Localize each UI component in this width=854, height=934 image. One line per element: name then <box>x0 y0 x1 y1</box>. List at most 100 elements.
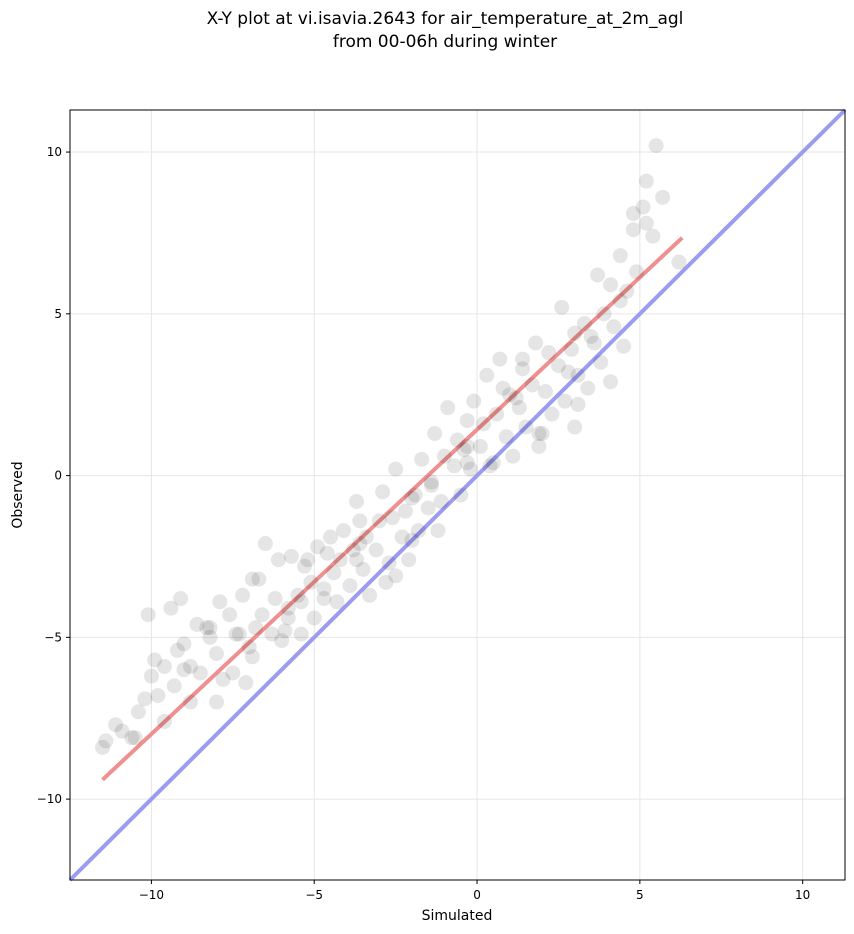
y-tick-label: 0 <box>54 469 62 483</box>
scatter-point <box>560 364 576 380</box>
scatter-point <box>362 587 378 603</box>
scatter-point <box>557 393 573 409</box>
scatter-point <box>459 413 475 429</box>
line-layer <box>68 108 847 882</box>
scatter-point <box>209 646 225 662</box>
scatter-point <box>414 451 430 467</box>
scatter-point <box>518 419 534 435</box>
grid-layer <box>70 110 845 880</box>
scatter-point <box>326 565 342 581</box>
x-axis-label: Simulated <box>422 908 493 924</box>
scatter-point <box>531 426 547 442</box>
scatter-point <box>397 503 413 519</box>
scatter-point <box>293 626 309 642</box>
scatter-point <box>108 717 124 733</box>
scatter-point <box>528 335 544 351</box>
scatter-point <box>244 649 260 665</box>
scatter-point <box>495 380 511 396</box>
scatter-point <box>176 636 192 652</box>
x-tick-label: −10 <box>139 888 164 902</box>
scatter-point <box>648 138 664 154</box>
scatter-point <box>498 429 514 445</box>
scatter-point <box>352 513 368 529</box>
scatter-point <box>580 380 596 396</box>
scatter-point <box>124 730 140 746</box>
scatter-point <box>228 626 244 642</box>
plot-frame <box>69 109 846 881</box>
scatter-point <box>534 426 550 442</box>
scatter-point <box>309 539 325 555</box>
scatter-point <box>563 341 579 357</box>
scatter-point <box>388 568 404 584</box>
scatter-point <box>254 607 270 623</box>
scatter-point <box>143 668 159 684</box>
scatter-point <box>182 694 198 710</box>
scatter-point <box>130 704 146 720</box>
scatter-point <box>173 591 189 607</box>
scatter-point <box>404 490 420 506</box>
scatter-point <box>296 558 312 574</box>
scatter-point <box>433 493 449 509</box>
scatter-point <box>482 458 498 474</box>
scatter-point <box>603 277 619 293</box>
scatter-point <box>293 594 309 610</box>
scatter-point <box>407 487 423 503</box>
scatter-point <box>222 607 238 623</box>
scatter-point <box>427 426 443 442</box>
scatter-point <box>316 591 332 607</box>
scatter-point <box>248 620 264 636</box>
scatter-point <box>336 523 352 539</box>
scatter-point <box>508 390 524 406</box>
scatter-point <box>436 448 452 464</box>
scatter-point <box>209 694 225 710</box>
scatter-point <box>570 367 586 383</box>
scatter-point <box>606 319 622 335</box>
scatter-point <box>453 487 469 503</box>
x-tick-label: 10 <box>795 888 810 902</box>
scatter-point <box>319 545 335 561</box>
scatter-point <box>156 713 172 729</box>
scatter-point <box>98 733 114 749</box>
scatter-point <box>378 574 394 590</box>
scatter-point <box>189 616 205 632</box>
scatter-point <box>150 688 166 704</box>
chart-title: X-Y plot at vi.isavia.2643 for air_tempe… <box>207 9 684 29</box>
series-line <box>68 108 847 882</box>
scatter-point <box>511 400 527 416</box>
scatter-point <box>388 461 404 477</box>
scatter-point <box>140 607 156 623</box>
x-axis-ticks: −10 −5 0 5 10 <box>139 880 810 902</box>
scatter-point <box>583 328 599 344</box>
scatter-point <box>300 552 316 568</box>
scatter-point <box>655 189 671 205</box>
scatter-point <box>274 633 290 649</box>
scatter-point <box>199 620 215 636</box>
scatter-point <box>345 542 361 558</box>
scatter-point <box>215 671 231 687</box>
scatter-point <box>163 600 179 616</box>
scatter-point <box>625 222 641 238</box>
series-line <box>101 236 684 782</box>
scatter-point <box>358 529 374 545</box>
scatter-point <box>283 548 299 564</box>
scatter-point <box>456 442 472 458</box>
scatter-point <box>576 316 592 332</box>
scatter-point <box>472 438 488 454</box>
scatter-point <box>306 610 322 626</box>
scatter-point <box>485 455 501 471</box>
scatter-point <box>290 587 306 603</box>
scatter-point <box>114 723 130 739</box>
scatter-point <box>202 629 218 645</box>
scatter-point <box>277 623 293 639</box>
scatter-point <box>384 510 400 526</box>
scatter-point <box>531 438 547 454</box>
y-tick-label: 10 <box>47 145 62 159</box>
y-tick-label: −5 <box>44 630 62 644</box>
scatter-point <box>381 555 397 571</box>
scatter-point <box>479 367 495 383</box>
scatter-point <box>371 513 387 529</box>
scatter-point <box>459 438 475 454</box>
scatter-point <box>375 484 391 500</box>
chart-subtitle: from 00-06h during winter <box>333 32 557 52</box>
